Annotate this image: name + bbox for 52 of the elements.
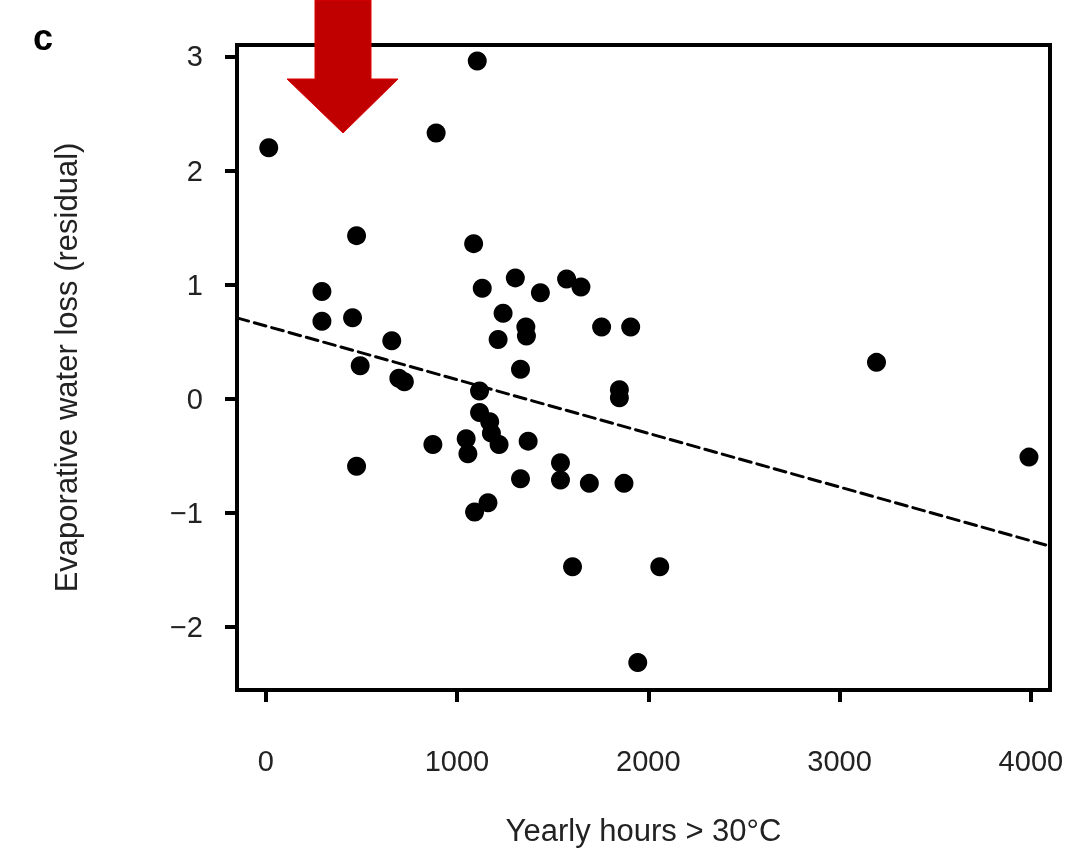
x-tick-label: 1000 <box>424 744 490 777</box>
point <box>347 226 367 246</box>
y-tick-label: 2 <box>186 154 203 187</box>
point <box>579 473 599 493</box>
y-tick-label: 3 <box>186 40 203 73</box>
chart-title: c <box>33 16 54 58</box>
point <box>563 557 583 577</box>
point <box>867 352 886 372</box>
point <box>530 283 550 303</box>
point <box>312 282 332 302</box>
point <box>511 469 530 489</box>
point <box>650 557 670 577</box>
point <box>614 473 634 493</box>
point <box>478 493 498 513</box>
point <box>488 330 508 350</box>
y-tick-label: −2 <box>169 611 203 644</box>
point <box>551 470 570 490</box>
point <box>557 269 577 289</box>
point <box>518 431 538 451</box>
point <box>426 123 446 143</box>
point <box>465 502 485 522</box>
point <box>343 308 363 328</box>
y-tick-label: −1 <box>169 497 203 530</box>
x-tick-label: 3000 <box>807 744 872 777</box>
point <box>1019 447 1039 467</box>
point <box>458 444 478 464</box>
point <box>464 234 484 254</box>
x-axis-title: Yearly hours > 30°C <box>505 813 782 848</box>
point <box>312 311 332 331</box>
y-tick-label: 1 <box>186 268 203 301</box>
x-tick-label: 4000 <box>998 744 1064 777</box>
point <box>505 268 525 288</box>
point <box>472 278 492 298</box>
point <box>382 331 402 351</box>
point <box>592 317 612 337</box>
point <box>493 303 513 323</box>
point <box>571 277 591 297</box>
y-tick-label: 0 <box>186 382 203 415</box>
point <box>628 653 648 673</box>
point <box>350 356 370 376</box>
y-axis-title: Evaporative water loss (residual) <box>49 142 84 593</box>
point <box>621 317 641 337</box>
point <box>423 435 443 455</box>
point <box>259 138 279 158</box>
x-tick-label: 0 <box>257 744 274 777</box>
point <box>551 453 570 473</box>
point <box>347 456 367 476</box>
x-tick-label: 2000 <box>616 744 681 777</box>
point <box>467 51 487 71</box>
point <box>489 435 509 455</box>
point <box>511 359 530 379</box>
point <box>394 372 414 392</box>
